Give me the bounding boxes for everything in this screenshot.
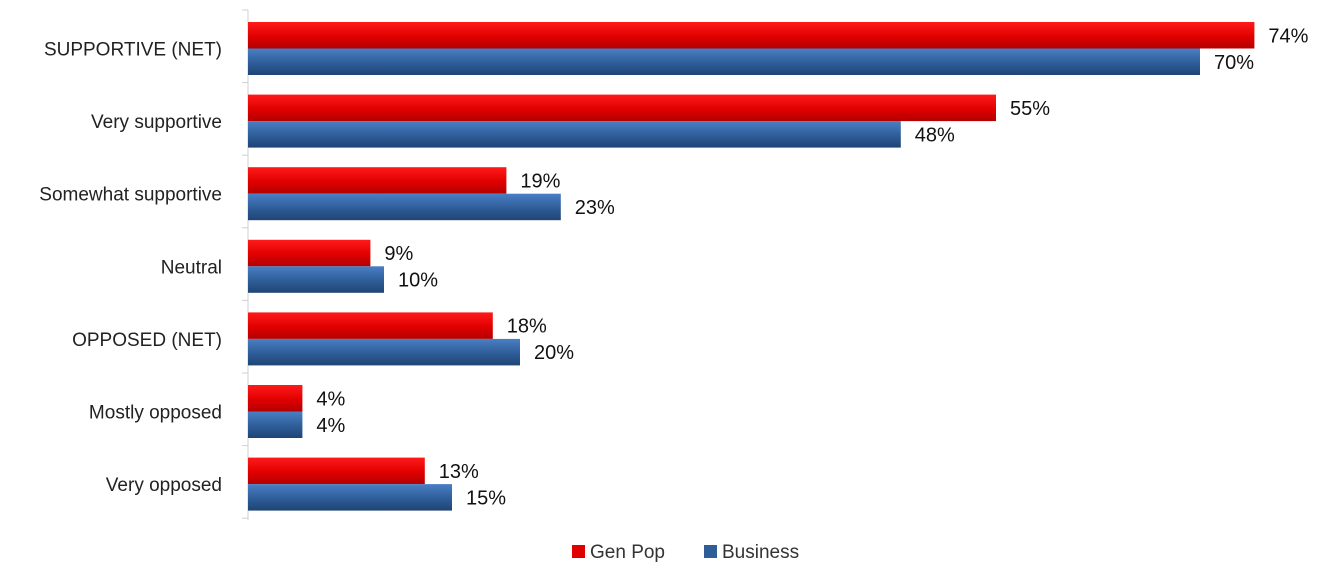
category-label: Neutral (161, 257, 222, 278)
data-label: 20% (534, 342, 574, 364)
data-label: 70% (1214, 52, 1254, 74)
bar-gen-pop (248, 312, 493, 339)
bar-business (248, 484, 452, 511)
legend-label-gen-pop: Gen Pop (590, 542, 665, 563)
data-label: 23% (575, 197, 615, 219)
legend-swatch-gen-pop (572, 545, 585, 558)
bar-gen-pop (248, 457, 425, 485)
bar-gen-pop (248, 94, 996, 122)
category-label: Mostly opposed (89, 403, 222, 424)
data-label: 55% (1010, 98, 1050, 120)
bar-business (248, 121, 901, 148)
bar-business (248, 338, 520, 366)
data-label: 9% (384, 243, 413, 265)
data-label: 13% (439, 461, 479, 483)
data-label: 74% (1268, 25, 1308, 47)
bar-gen-pop (248, 22, 1255, 49)
bar-business (248, 48, 1200, 75)
data-label: 10% (398, 270, 438, 292)
category-label: Very supportive (91, 112, 222, 133)
bar-gen-pop (248, 167, 507, 194)
data-label: 19% (520, 170, 560, 192)
bar-gen-pop (248, 385, 303, 412)
legend-swatch-business (704, 545, 717, 558)
data-label: 18% (507, 316, 547, 338)
data-label: 15% (466, 487, 506, 509)
category-label: SUPPORTIVE (NET) (44, 40, 222, 61)
category-label: OPPOSED (NET) (72, 330, 222, 351)
bar-business (248, 193, 561, 221)
legend-label-business: Business (722, 542, 799, 563)
category-label: Somewhat supportive (39, 185, 222, 206)
bar-business (248, 411, 303, 438)
data-label: 48% (915, 124, 955, 146)
data-label: 4% (316, 388, 345, 410)
data-label: 4% (316, 415, 345, 437)
category-label: Very opposed (106, 475, 222, 496)
bar-business (248, 266, 384, 293)
bar-gen-pop (248, 239, 371, 267)
